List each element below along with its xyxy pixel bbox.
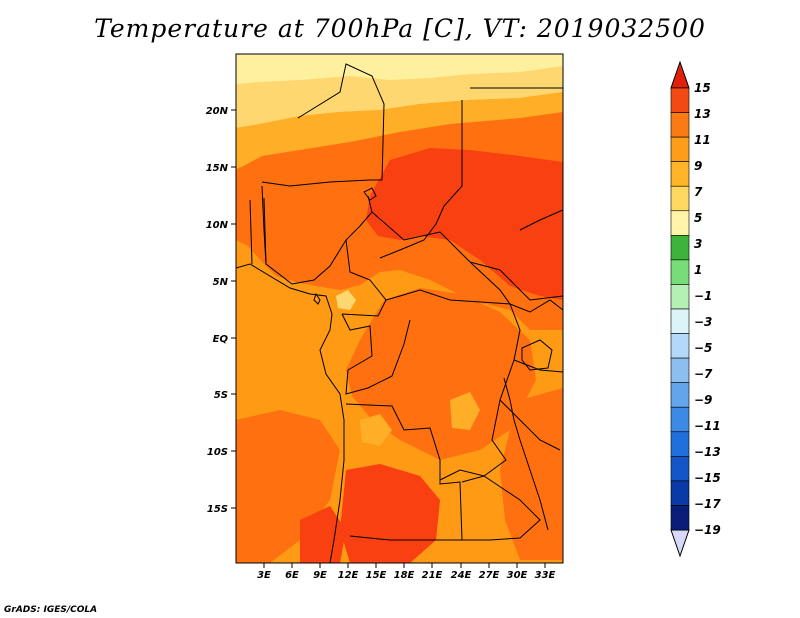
colorbar-segment bbox=[670, 480, 690, 506]
colorbar-segment bbox=[670, 308, 690, 334]
patch-7-9-south bbox=[360, 414, 392, 446]
border-niger-chad bbox=[261, 179, 382, 187]
colorbar-segment bbox=[670, 161, 690, 187]
lon-label: 15E bbox=[366, 570, 387, 581]
colorbar-label: −17 bbox=[694, 497, 721, 511]
colorbar-label: −7 bbox=[694, 367, 713, 381]
colorbar-segments bbox=[670, 87, 690, 531]
colorbar-segment bbox=[670, 505, 690, 531]
colorbar-label: 1 bbox=[694, 263, 702, 277]
border-car bbox=[371, 211, 512, 305]
hot-angola-13-15 bbox=[340, 464, 440, 563]
colorbar-segment bbox=[670, 284, 690, 310]
colorbar-label: 11 bbox=[694, 133, 711, 147]
colorbar-label: 9 bbox=[694, 159, 702, 173]
colorbar-label: 13 bbox=[694, 107, 711, 121]
colorbar-segment bbox=[670, 456, 690, 482]
border-malawi bbox=[519, 439, 549, 531]
colorbar-segment bbox=[670, 259, 690, 285]
border-algeria-libya bbox=[297, 63, 385, 181]
lat-label: 15N bbox=[206, 163, 229, 174]
lon-label: 33E bbox=[535, 570, 556, 581]
hot-southwest-13-15 bbox=[300, 506, 346, 563]
chart-title: Temperature at 700hPa [C], VT: 201903250… bbox=[94, 14, 706, 43]
colorbar-label: 7 bbox=[694, 185, 703, 199]
lon-label: 9E bbox=[313, 570, 327, 581]
colorbar-label: −3 bbox=[694, 315, 712, 329]
colorbar-segment bbox=[670, 382, 690, 408]
grads-credit: GrADS: IGES/COLA bbox=[4, 605, 98, 615]
central-11-13 bbox=[346, 288, 536, 460]
colorbar-bottom-arrow bbox=[670, 529, 690, 558]
border-congo bbox=[341, 313, 411, 395]
colorbar: 15 13 11 9 7 5 3 1 −1 −3 −5 −7 −9 −11 −1… bbox=[670, 60, 721, 558]
lat-label: 15S bbox=[207, 504, 228, 515]
border-uganda-kenya bbox=[509, 299, 563, 373]
country-borders bbox=[236, 63, 563, 563]
lake-chad bbox=[363, 187, 377, 201]
colorbar-segment bbox=[670, 333, 690, 359]
lon-label: 6E bbox=[285, 570, 299, 581]
lon-label: 12E bbox=[338, 570, 359, 581]
lat-label: 5N bbox=[213, 277, 229, 288]
coastline-west bbox=[236, 263, 345, 563]
lon-label: 30E bbox=[507, 570, 528, 581]
colorbar-label: −19 bbox=[694, 523, 721, 537]
colorbar-label: −13 bbox=[694, 445, 721, 459]
colorbar-label: −1 bbox=[694, 289, 712, 303]
bioko-island bbox=[313, 292, 321, 305]
southwest-11-13 bbox=[236, 410, 340, 563]
colorbar-segment bbox=[670, 87, 690, 113]
colorbar-label: 5 bbox=[694, 211, 702, 225]
colorbar-label: −15 bbox=[694, 471, 721, 485]
map-frame bbox=[235, 53, 564, 564]
colorbar-label: −11 bbox=[694, 419, 721, 433]
band-north-3-5 bbox=[236, 54, 563, 84]
band-north-7-9 bbox=[236, 92, 563, 168]
patch-7-9-east bbox=[450, 392, 480, 430]
colorbar-segment bbox=[670, 112, 690, 138]
latitude-axis: 20N 15N 10N 5N EQ 5S 10S 15S bbox=[206, 106, 236, 515]
border-south-sudan bbox=[469, 261, 563, 301]
colorbar-label: 3 bbox=[694, 237, 702, 251]
lat-label: EQ bbox=[213, 334, 229, 345]
lat-label: 10N bbox=[206, 220, 229, 231]
colorbar-segment bbox=[670, 406, 690, 433]
lake-tanganyika bbox=[503, 377, 521, 441]
lon-label: 24E bbox=[451, 570, 472, 581]
colorbar-segment bbox=[670, 431, 690, 457]
coast-9-11 bbox=[236, 268, 330, 410]
lon-label: 18E bbox=[394, 570, 415, 581]
lake-victoria bbox=[521, 339, 553, 371]
border-tanzania bbox=[499, 399, 561, 451]
border-drc-east bbox=[439, 303, 521, 481]
border-chad-sudan bbox=[379, 100, 463, 259]
lon-label: 27E bbox=[479, 570, 500, 581]
border-zambia bbox=[461, 475, 541, 541]
colorbar-segment bbox=[670, 136, 690, 162]
lat-label: 10S bbox=[207, 447, 228, 458]
colorbar-label: 15 bbox=[694, 81, 711, 95]
temperature-field bbox=[236, 54, 563, 563]
patch-5-7-gabon bbox=[336, 290, 356, 310]
border-benin-togo bbox=[249, 197, 267, 265]
hot-core-13-15 bbox=[366, 148, 563, 300]
border-cameroon bbox=[341, 239, 387, 317]
colorbar-label: −5 bbox=[694, 341, 712, 355]
lon-label: 21E bbox=[422, 570, 443, 581]
colorbar-segment bbox=[670, 210, 690, 236]
colorbar-top-arrow bbox=[670, 60, 690, 89]
border-sudan-ethiopia bbox=[470, 87, 563, 231]
colorbar-segment bbox=[670, 357, 690, 383]
lat-label: 20N bbox=[206, 106, 229, 117]
longitude-axis: 3E 6E 9E 12E 15E 18E 21E 24E 27E 30E 33E bbox=[257, 563, 556, 581]
border-angola bbox=[345, 403, 463, 541]
lat-label: 5S bbox=[214, 390, 228, 401]
colorbar-segment bbox=[670, 235, 690, 261]
colorbar-label: −9 bbox=[694, 393, 712, 407]
lon-label: 3E bbox=[257, 570, 271, 581]
colorbar-segment bbox=[670, 185, 690, 212]
